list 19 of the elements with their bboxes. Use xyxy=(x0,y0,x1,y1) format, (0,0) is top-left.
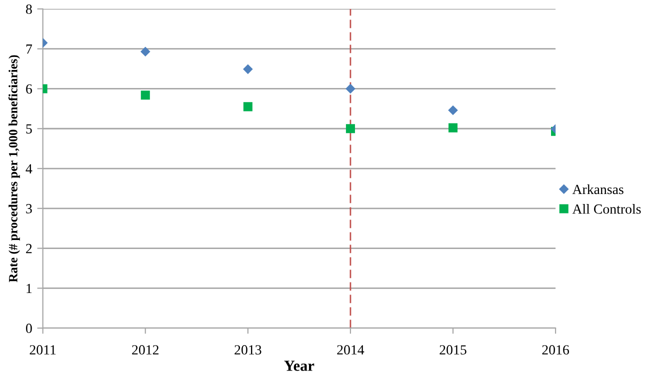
x-tick-label: 2015 xyxy=(440,345,466,355)
y-tick-label: 4 xyxy=(26,164,32,174)
x-axis-title: Year xyxy=(284,360,314,371)
y-tick-label: 8 xyxy=(26,4,32,14)
x-tick-label: 2011 xyxy=(30,345,56,355)
y-tick-label: 7 xyxy=(26,44,32,54)
y-tick-label: 6 xyxy=(26,84,32,94)
y-tick-label: 5 xyxy=(26,124,32,134)
y-axis-title: Rate (# procedures per 1,000 beneficiaries) xyxy=(8,55,20,282)
x-tick-label: 2012 xyxy=(132,345,158,355)
x-tick-label: 2014 xyxy=(337,345,364,355)
legend-label: All Controls xyxy=(572,204,641,214)
x-tick-label: 2016 xyxy=(542,345,570,355)
y-tick-label: 3 xyxy=(26,204,32,214)
y-tick-label: 1 xyxy=(26,284,32,294)
y-tick-label: 0 xyxy=(26,324,32,334)
x-tick-label: 2013 xyxy=(234,345,262,355)
y-tick-label: 2 xyxy=(26,244,32,254)
legend-label: Arkansas xyxy=(572,184,624,194)
